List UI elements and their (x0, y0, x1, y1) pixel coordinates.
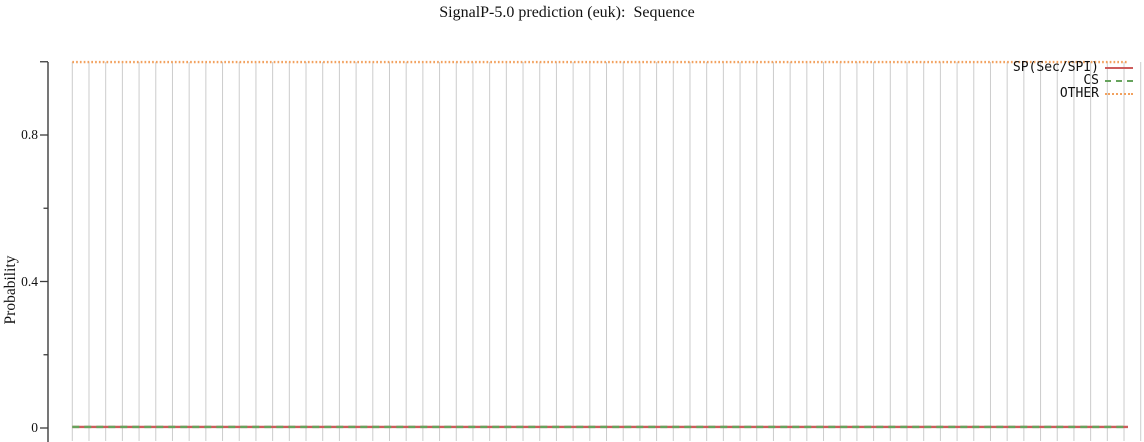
y-axis-label: Probability (2, 255, 19, 325)
legend-swatch-cs-dashed-line (1105, 79, 1133, 82)
y-tick-label-0-8: 0.8 (21, 127, 38, 142)
legend-label-sp: SP(Sec/SPI) (1012, 60, 1099, 75)
legend-label-cs: CS (1083, 73, 1099, 88)
legend-swatch-other-dotted-line (1105, 92, 1133, 95)
legend: SP(Sec/SPI) CS OTHER (1012, 60, 1133, 101)
legend-item-other: OTHER (1013, 86, 1133, 101)
y-tick-label-0-4: 0.4 (21, 274, 38, 289)
chart-title: SignalP-5.0 prediction (euk): Sequence (439, 4, 695, 21)
legend-label-other: OTHER (1059, 86, 1099, 101)
legend-item-sp: SP(Sec/SPI) (1012, 60, 1133, 75)
y-tick-label-0: 0 (31, 420, 38, 435)
legend-swatch-sp-solid-line (1105, 66, 1133, 69)
legend-item-cs: CS (1013, 73, 1133, 88)
